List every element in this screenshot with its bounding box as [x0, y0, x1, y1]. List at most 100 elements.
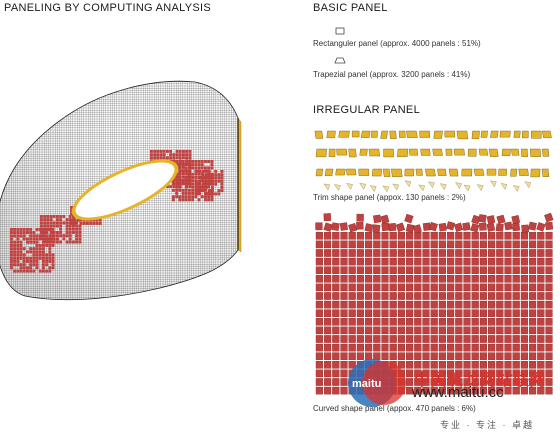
curved-panel: [315, 318, 323, 326]
curved-panel: [365, 300, 373, 309]
surface-red-cell: [175, 185, 179, 189]
curved-panel: [520, 266, 528, 274]
curved-panel: [397, 352, 405, 360]
curved-panel: [447, 352, 455, 360]
curved-panel: [529, 292, 537, 300]
surface-red-cell: [181, 179, 185, 183]
curved-panel: [512, 257, 520, 266]
curved-panel: [389, 309, 397, 317]
surface-red-cell: [10, 250, 13, 254]
curved-panel: [455, 335, 463, 343]
logo-circle-red: [362, 361, 406, 405]
curved-panel: [537, 240, 545, 249]
curved-panel: [406, 378, 414, 386]
curved-panel: [373, 292, 381, 300]
curved-panel-caption: Curved shape panel (appox. 470 panels : …: [313, 404, 476, 413]
surface-red-cell: [59, 224, 63, 228]
curved-panel: [512, 292, 520, 300]
surface-red-cell: [194, 163, 198, 167]
surface-red-cell: [188, 166, 191, 170]
curved-panel: [315, 257, 323, 266]
surface-red-cell: [16, 231, 20, 235]
surface-red-cell: [32, 250, 36, 254]
curved-panel: [356, 266, 364, 274]
curved-panel: [463, 369, 471, 378]
surface-red-cell: [26, 269, 29, 273]
surface-red-cell: [48, 247, 52, 251]
curved-panel: [430, 275, 438, 283]
trim-panel: [415, 168, 423, 176]
curved-panel: [537, 318, 545, 326]
curved-panel: [463, 292, 471, 300]
curved-panel: [545, 300, 553, 309]
surface-red-cell: [13, 250, 17, 254]
curved-panel: [406, 335, 414, 343]
curved-panel: [381, 343, 389, 352]
curved-panel: [389, 249, 397, 257]
surface-red-cell: [42, 250, 45, 254]
surface-red-cell: [13, 228, 17, 231]
curved-panel: [545, 249, 553, 257]
curved-panel: [324, 343, 332, 352]
surface-red-cell: [62, 237, 66, 241]
trim-panel: [521, 148, 528, 157]
curved-panel: [389, 343, 397, 352]
curved-panel: [537, 343, 545, 352]
curved-panel: [454, 222, 464, 232]
curved-panel: [414, 318, 422, 326]
curved-panel: [397, 326, 405, 335]
surface-red-cell: [35, 266, 39, 270]
surface-red-cell: [52, 240, 56, 244]
surface-red-cell: [22, 234, 26, 238]
surface-red-cell: [188, 150, 192, 153]
curved-panel: [479, 249, 487, 257]
surface-red-cell: [79, 222, 83, 225]
surface-red-cell: [175, 179, 179, 183]
surface-red-cell: [166, 185, 169, 189]
curved-panel: [315, 352, 323, 360]
curved-panel: [430, 369, 438, 378]
curved-panel: [373, 266, 381, 274]
curved-panel: [397, 249, 405, 257]
surface-red-cell: [35, 240, 39, 244]
curved-panel: [397, 257, 405, 266]
curved-panel: [529, 386, 537, 395]
curved-panel: [471, 283, 479, 292]
surface-red-cell: [13, 247, 17, 251]
surface-red-cell: [52, 231, 56, 234]
surface-red-cell: [217, 179, 221, 183]
trim-panel: [444, 130, 456, 138]
surface-red-cell: [195, 189, 198, 193]
trim-panel: [382, 168, 391, 177]
surface-red-cell: [45, 256, 49, 260]
curved-panel: [537, 232, 545, 240]
curved-panel: [315, 232, 323, 240]
curved-panel: [512, 283, 520, 292]
curved-panel: [438, 352, 446, 360]
curved-panel: [488, 352, 496, 360]
surface-red-cell: [48, 260, 52, 263]
trim-panel: [359, 148, 368, 156]
curved-panel: [356, 343, 364, 352]
surface-red-cell: [175, 156, 179, 160]
curved-panel: [422, 292, 430, 300]
trim-panel: [542, 148, 550, 157]
curved-panel: [447, 292, 455, 300]
trim-panel: [348, 148, 357, 158]
curved-panel: [455, 343, 463, 352]
curved-panel: [455, 378, 463, 386]
surface-red-cell: [13, 269, 17, 273]
surface-red-cell: [45, 260, 49, 263]
curved-panel: [545, 318, 553, 326]
curved-panel: [430, 283, 438, 292]
surface-red-cell: [185, 172, 189, 176]
curved-panel: [463, 326, 471, 335]
surface-red-cell: [191, 176, 195, 179]
surface-red-cell: [45, 231, 49, 235]
curved-panel: [406, 240, 414, 249]
curved-panel: [447, 326, 455, 335]
curved-panel: [504, 318, 512, 326]
curved-panel: [324, 257, 332, 266]
trim-panel: [480, 130, 488, 138]
